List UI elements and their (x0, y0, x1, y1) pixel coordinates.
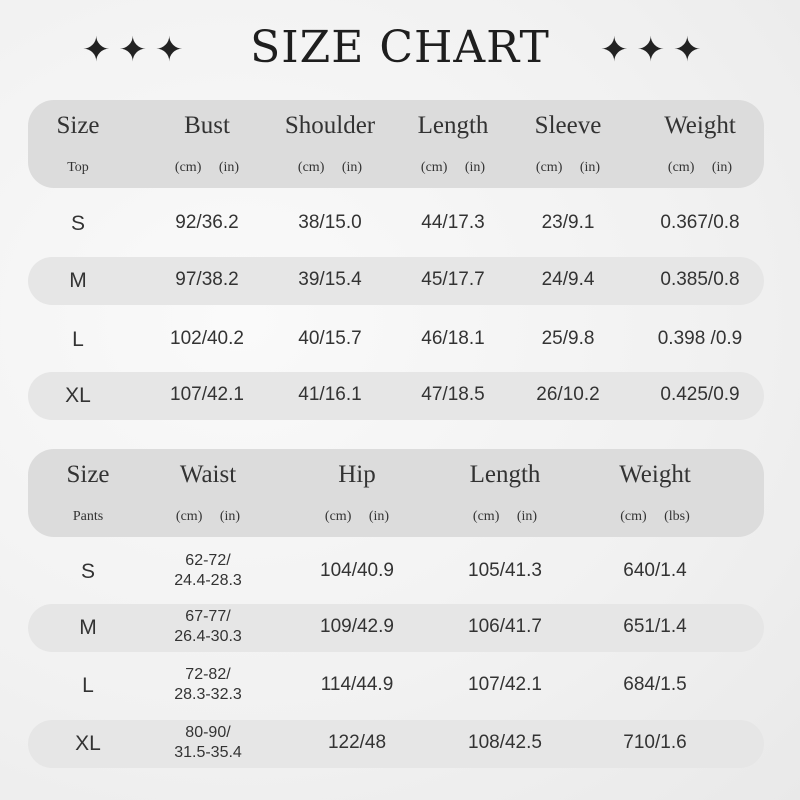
size-label: S (70, 212, 86, 235)
unit-label: (cm) (lbs) (620, 509, 690, 524)
table-cell: 97/38.2 (175, 269, 239, 290)
column-header: Shoulder (284, 112, 376, 139)
column-header: Size (66, 461, 110, 488)
table-cell: 39/15.4 (298, 269, 362, 290)
column-header: Weight (619, 461, 691, 488)
table-cell: 107/42.1 (170, 384, 244, 405)
row-band (28, 604, 764, 652)
unit-label: (cm) (in) (667, 160, 733, 175)
table-cell: 106/41.7 (468, 616, 542, 637)
table-cell: 109/42.9 (320, 616, 394, 637)
table-cell: 47/18.5 (421, 384, 485, 405)
category-label: Pants (72, 509, 104, 524)
page-title: SIZE CHART (250, 22, 550, 73)
table-cell: 62-72/24.4-28.3 (174, 551, 242, 591)
column-header: Weight (664, 112, 736, 139)
table-cell: 23/9.1 (541, 212, 595, 233)
row-band (28, 372, 764, 420)
cell-line: 24.4-28.3 (174, 572, 242, 589)
table-cell: 0.385/0.8 (660, 269, 740, 290)
table-cell: 108/42.5 (468, 732, 542, 753)
table-cell: 44/17.3 (421, 212, 485, 233)
column-header: Length (417, 112, 489, 139)
row-band (28, 257, 764, 305)
table-cell: 684/1.5 (623, 674, 687, 695)
table-cell: 107/42.1 (468, 674, 542, 695)
table-cell: 102/40.2 (170, 328, 244, 349)
table-cell: 122/48 (327, 732, 387, 753)
table-cell: 0.367/0.8 (660, 212, 740, 233)
cell-line: 31.5-35.4 (174, 744, 242, 761)
table-cell: 26/10.2 (536, 384, 600, 405)
column-header: Length (469, 461, 541, 488)
column-header: Waist (179, 461, 237, 488)
table-cell: 25/9.8 (541, 328, 595, 349)
table-cell: 40/15.7 (298, 328, 362, 349)
column-header: Sleeve (534, 112, 602, 139)
cell-line: 26.4-30.3 (174, 628, 242, 645)
table-cell: 72-82/28.3-32.3 (174, 665, 242, 705)
column-header: Size (56, 112, 100, 139)
size-label: L (82, 674, 94, 697)
table-cell: 114/44.9 (320, 674, 394, 695)
cell-line: 62-72/ (185, 552, 231, 569)
size-label: L (72, 328, 84, 351)
table-cell: 80-90/31.5-35.4 (174, 723, 242, 763)
table-cell: 104/40.9 (320, 560, 394, 581)
table-cell: 105/41.3 (468, 560, 542, 581)
size-label: XL (65, 384, 91, 407)
size-label: S (80, 560, 96, 583)
table-cell: 41/16.1 (298, 384, 362, 405)
unit-label: (cm) (in) (174, 160, 240, 175)
size-label: XL (75, 732, 101, 755)
unit-label: (cm) (in) (420, 160, 486, 175)
table-cell: 710/1.6 (623, 732, 687, 753)
table-cell: 0.425/0.9 (660, 384, 740, 405)
unit-label: (cm) (in) (535, 160, 601, 175)
cell-line: 72-82/ (185, 666, 231, 683)
size-label: M (69, 269, 87, 292)
sparkle-icons-left: ✦✦✦ (82, 31, 192, 69)
row-band (28, 720, 764, 768)
unit-label: (cm) (in) (175, 509, 241, 524)
table-header (28, 449, 764, 537)
size-label: M (79, 616, 97, 639)
table-header (28, 100, 764, 188)
table-cell: 651/1.4 (623, 616, 687, 637)
unit-label: (cm) (in) (472, 509, 538, 524)
table-cell: 38/15.0 (298, 212, 362, 233)
column-header: Bust (184, 112, 230, 139)
table-cell: 24/9.4 (541, 269, 595, 290)
table-cell: 640/1.4 (623, 560, 687, 581)
cell-line: 80-90/ (185, 724, 231, 741)
table-cell: 0.398 /0.9 (657, 328, 743, 349)
column-header: Hip (338, 461, 376, 488)
table-cell: 92/36.2 (175, 212, 239, 233)
cell-line: 28.3-32.3 (174, 686, 242, 703)
cell-line: 67-77/ (185, 608, 231, 625)
table-cell: 45/17.7 (421, 269, 485, 290)
sparkle-icons-right: ✦✦✦ (600, 31, 710, 69)
table-cell: 46/18.1 (421, 328, 485, 349)
unit-label: (cm) (in) (297, 160, 363, 175)
unit-label: (cm) (in) (324, 509, 390, 524)
category-label: Top (67, 160, 89, 175)
table-cell: 67-77/26.4-30.3 (174, 607, 242, 647)
